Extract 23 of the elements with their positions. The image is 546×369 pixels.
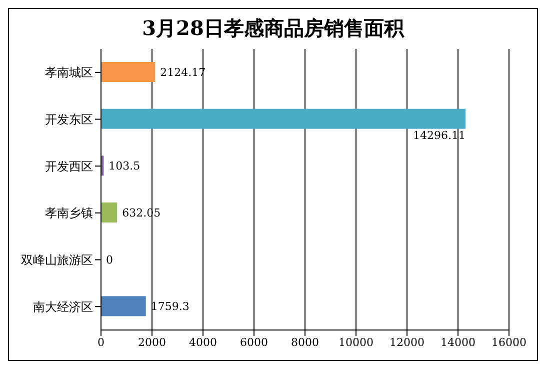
chart-title: 3月28日孝感商品房销售面积 <box>141 15 406 42</box>
x-tick-label: 10000 <box>338 336 374 349</box>
y-tick-label: 孝南乡镇 <box>45 206 93 220</box>
bar <box>101 296 146 316</box>
y-tick-label: 南大经济区 <box>33 300 93 314</box>
data-label: 103.5 <box>108 160 140 173</box>
x-tick-label: 12000 <box>390 336 424 349</box>
y-tick-label: 双峰山旅游区 <box>21 253 93 268</box>
x-tick-label: 8000 <box>291 336 319 349</box>
x-tick-label: 0 <box>98 336 104 349</box>
x-tick-label: 2000 <box>138 336 166 349</box>
x-tick-label: 16000 <box>492 336 526 349</box>
x-tick-label: 4000 <box>189 336 217 349</box>
x-tick-label: 6000 <box>240 336 268 349</box>
bar <box>101 62 156 82</box>
bar <box>101 202 118 222</box>
bar <box>101 108 466 129</box>
y-tick-label: 孝南城区 <box>45 66 93 80</box>
data-label: 0 <box>106 253 113 266</box>
x-tick-label: 14000 <box>440 336 476 349</box>
y-tick-label: 开发东区 <box>45 112 93 127</box>
y-tick-label: 开发西区 <box>45 159 93 174</box>
data-label: 1759.3 <box>150 300 190 314</box>
